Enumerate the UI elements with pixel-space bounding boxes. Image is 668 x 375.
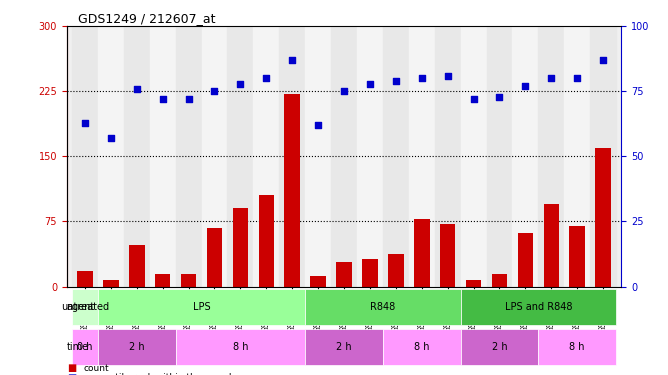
- FancyBboxPatch shape: [72, 288, 98, 325]
- Point: [183, 96, 194, 102]
- Bar: [181, 273, 196, 286]
- FancyBboxPatch shape: [305, 329, 383, 366]
- Bar: [538, 26, 564, 286]
- Bar: [124, 26, 150, 286]
- Point: [416, 75, 427, 81]
- Text: untreated: untreated: [61, 302, 109, 312]
- Bar: [253, 26, 279, 286]
- Bar: [150, 26, 176, 286]
- Bar: [362, 259, 377, 286]
- FancyBboxPatch shape: [383, 329, 461, 366]
- Bar: [202, 26, 227, 286]
- Text: agent: agent: [67, 302, 95, 312]
- Bar: [259, 195, 274, 286]
- Text: LPS: LPS: [192, 302, 210, 312]
- Bar: [232, 209, 248, 286]
- FancyBboxPatch shape: [98, 329, 176, 366]
- Text: GDS1249 / 212607_at: GDS1249 / 212607_at: [78, 12, 215, 25]
- Bar: [435, 26, 461, 286]
- Text: 2 h: 2 h: [336, 342, 352, 352]
- Bar: [357, 26, 383, 286]
- FancyBboxPatch shape: [72, 329, 98, 366]
- Point: [494, 93, 505, 99]
- Point: [546, 75, 556, 81]
- Bar: [461, 26, 486, 286]
- FancyBboxPatch shape: [305, 288, 461, 325]
- Text: ■: ■: [67, 363, 76, 373]
- Bar: [414, 219, 430, 286]
- Point: [235, 81, 246, 87]
- Bar: [569, 226, 585, 286]
- Bar: [512, 26, 538, 286]
- Bar: [285, 94, 300, 286]
- Bar: [98, 26, 124, 286]
- Point: [79, 120, 90, 126]
- Point: [468, 96, 479, 102]
- Bar: [518, 233, 533, 286]
- Bar: [155, 274, 170, 286]
- Bar: [279, 26, 305, 286]
- Bar: [440, 224, 456, 286]
- Bar: [72, 26, 98, 286]
- Bar: [383, 26, 409, 286]
- Point: [158, 96, 168, 102]
- Text: time: time: [67, 342, 89, 352]
- Point: [520, 83, 530, 89]
- Bar: [227, 26, 253, 286]
- Point: [598, 57, 609, 63]
- Text: count: count: [84, 364, 109, 373]
- Bar: [595, 148, 611, 286]
- Point: [261, 75, 272, 81]
- Bar: [492, 274, 507, 286]
- Text: 8 h: 8 h: [232, 342, 248, 352]
- Bar: [77, 271, 93, 286]
- FancyBboxPatch shape: [98, 288, 305, 325]
- Bar: [486, 26, 512, 286]
- FancyBboxPatch shape: [461, 288, 616, 325]
- Bar: [206, 228, 222, 286]
- Point: [209, 88, 220, 94]
- Bar: [331, 26, 357, 286]
- Bar: [409, 26, 435, 286]
- Bar: [176, 26, 202, 286]
- Bar: [129, 245, 144, 286]
- Bar: [590, 26, 616, 286]
- Text: 8 h: 8 h: [569, 342, 585, 352]
- Point: [339, 88, 349, 94]
- FancyBboxPatch shape: [176, 329, 305, 366]
- Text: 2 h: 2 h: [492, 342, 507, 352]
- Point: [287, 57, 297, 63]
- Text: 8 h: 8 h: [414, 342, 430, 352]
- Bar: [305, 26, 331, 286]
- Point: [365, 81, 375, 87]
- Bar: [388, 254, 403, 286]
- Text: 2 h: 2 h: [129, 342, 144, 352]
- Point: [132, 86, 142, 92]
- Text: R848: R848: [370, 302, 395, 312]
- Point: [106, 135, 116, 141]
- Point: [442, 73, 453, 79]
- Text: LPS and R848: LPS and R848: [504, 302, 572, 312]
- Bar: [466, 280, 482, 286]
- Bar: [311, 276, 326, 286]
- Text: ■: ■: [67, 372, 76, 375]
- Bar: [336, 262, 352, 286]
- Bar: [564, 26, 590, 286]
- Text: 0 h: 0 h: [77, 342, 93, 352]
- Point: [572, 75, 582, 81]
- Point: [313, 122, 323, 128]
- Point: [391, 78, 401, 84]
- Bar: [103, 280, 119, 286]
- Text: percentile rank within the sample: percentile rank within the sample: [84, 374, 236, 375]
- Bar: [544, 204, 559, 286]
- FancyBboxPatch shape: [461, 329, 538, 366]
- FancyBboxPatch shape: [538, 329, 616, 366]
